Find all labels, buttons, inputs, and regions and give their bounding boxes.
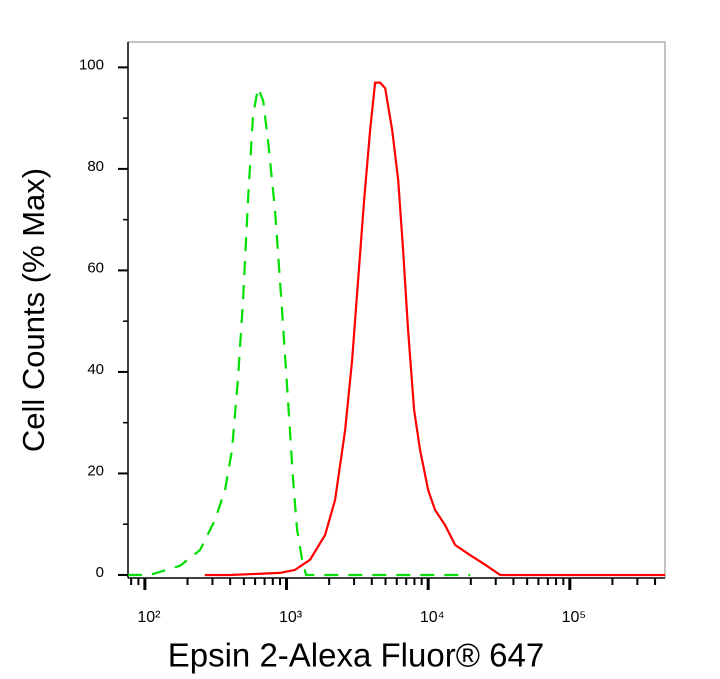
y-tick-label: 80: [87, 158, 104, 175]
y-tick-label: 0: [96, 564, 104, 581]
data-line: [128, 84, 471, 577]
y-axis-label: Cell Counts (% Max): [16, 168, 51, 452]
x-tick-label: 10⁴: [420, 609, 445, 626]
y-tick-label: 60: [87, 259, 104, 276]
data-line: [204, 81, 665, 577]
y-tick-label: 20: [87, 462, 104, 479]
x-tick-label: 10⁵: [562, 609, 586, 626]
x-tick-label: 10²: [137, 609, 161, 626]
y-tick-label: 40: [87, 361, 104, 378]
plot-frame: [127, 41, 666, 579]
y-tick-label: 100: [79, 56, 104, 73]
x-axis-label: Epsin 2-Alexa Fluor® 647: [168, 637, 545, 674]
x-tick-label: 10³: [279, 609, 303, 626]
